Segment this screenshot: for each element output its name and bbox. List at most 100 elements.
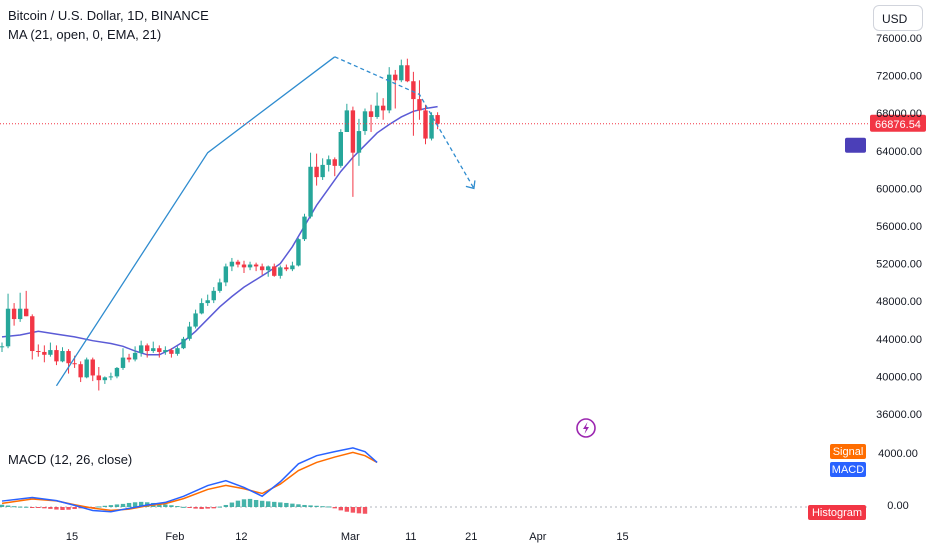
candle-body xyxy=(126,357,132,360)
candle-body xyxy=(84,359,89,378)
candle-body xyxy=(169,350,174,354)
candle-body xyxy=(308,166,313,217)
candle-body xyxy=(332,159,337,166)
macd-legend: MACD (12, 26, close) xyxy=(8,452,133,467)
histogram-bar xyxy=(66,507,71,510)
signal-tag xyxy=(830,444,866,459)
histogram-bar xyxy=(320,506,325,508)
candle-body xyxy=(435,115,440,124)
histogram-bar xyxy=(181,506,186,508)
histogram-bar xyxy=(120,503,126,507)
candle-body xyxy=(36,351,41,353)
candle-body xyxy=(108,376,114,378)
histogram-bar xyxy=(54,507,59,510)
exchange-logo-icon xyxy=(845,137,866,153)
candle-body xyxy=(259,266,265,271)
candle-body xyxy=(42,351,47,355)
lightning-bolt xyxy=(583,422,589,434)
last-price-tag xyxy=(870,114,926,132)
projection-dashed-line xyxy=(334,56,475,189)
signal-tag-label: Signal xyxy=(833,446,864,458)
projection-line xyxy=(55,56,336,387)
x-tick-label: 15 xyxy=(66,531,78,543)
candle-body xyxy=(17,308,23,320)
histogram-bar xyxy=(42,507,47,509)
histogram-bar xyxy=(36,507,41,508)
candle-body xyxy=(30,316,35,352)
candle-body xyxy=(380,105,386,111)
candle-body xyxy=(181,338,186,349)
macd-4000-label: 4000.00 xyxy=(878,448,918,460)
histogram-bar xyxy=(332,507,337,509)
histogram-bar xyxy=(229,502,235,507)
candle-body xyxy=(350,110,356,153)
candle-body xyxy=(78,364,83,378)
histogram-bar xyxy=(199,507,204,510)
candle-body xyxy=(175,348,180,354)
symbol-title: Bitcoin / U.S. Dollar, 1D, BINANCE xyxy=(8,8,209,23)
candle-body xyxy=(132,352,138,360)
y-tick-label: 40000.00 xyxy=(876,371,922,383)
histogram-bar xyxy=(302,504,307,507)
candle-body xyxy=(205,300,210,304)
candle-body xyxy=(120,357,126,368)
histogram-bar xyxy=(308,505,313,507)
histogram-bar xyxy=(60,507,65,510)
histogram-bar xyxy=(102,505,108,507)
histogram-bar xyxy=(314,505,319,507)
histogram-bar xyxy=(126,502,132,507)
candle-body xyxy=(429,115,434,139)
histogram-tag-label: Histogram xyxy=(812,507,862,519)
macd-tag-label: MACD xyxy=(832,464,864,476)
histogram-bar xyxy=(326,506,331,508)
histogram-bar xyxy=(175,506,180,508)
candle-body xyxy=(193,313,198,327)
histogram-bar xyxy=(24,506,29,508)
histogram-bar xyxy=(17,506,23,508)
histogram-bar xyxy=(72,507,77,510)
candle-body xyxy=(266,266,271,271)
candle-body xyxy=(145,345,150,352)
macd-tag xyxy=(830,462,866,477)
candle-body xyxy=(247,264,253,268)
histogram-bar xyxy=(30,507,35,508)
histogram-bar xyxy=(356,507,362,514)
histogram-bar xyxy=(241,499,247,507)
currency-button[interactable]: USD xyxy=(873,5,923,31)
histogram-bar xyxy=(272,501,277,507)
signal-line xyxy=(1,451,378,512)
y-tick-label: 52000.00 xyxy=(876,259,922,271)
candle-body xyxy=(90,359,95,376)
candle-body xyxy=(284,267,289,270)
histogram-bar xyxy=(48,507,53,509)
candle-body xyxy=(151,348,156,352)
histogram-bar xyxy=(362,507,368,514)
candle-body xyxy=(114,367,120,377)
candle-body xyxy=(223,266,229,283)
candle-body xyxy=(60,351,65,362)
candle-body xyxy=(96,375,101,381)
histogram-bar xyxy=(278,502,283,507)
histogram-bar xyxy=(253,499,259,507)
candle-body xyxy=(102,377,108,381)
candle-body xyxy=(217,282,222,291)
x-tick-label: Mar xyxy=(341,531,360,543)
x-tick-label: 11 xyxy=(405,531,416,543)
y-tick-label: 68000.00 xyxy=(876,108,922,120)
candle-body xyxy=(187,326,192,339)
candle-body xyxy=(211,290,216,301)
x-tick-label: 15 xyxy=(616,531,628,543)
histogram-bar xyxy=(11,506,17,508)
macd-line xyxy=(1,447,378,513)
histogram-bar xyxy=(187,507,192,508)
x-tick-label: Apr xyxy=(529,531,546,543)
candle-body xyxy=(344,110,350,132)
histogram-bar xyxy=(193,507,198,509)
candle-body xyxy=(296,239,301,266)
candle-body xyxy=(387,74,392,111)
candle-body xyxy=(24,308,29,317)
price-pane: 66876.54 xyxy=(0,56,926,438)
candle-body xyxy=(157,348,162,352)
candle-body xyxy=(338,132,343,166)
